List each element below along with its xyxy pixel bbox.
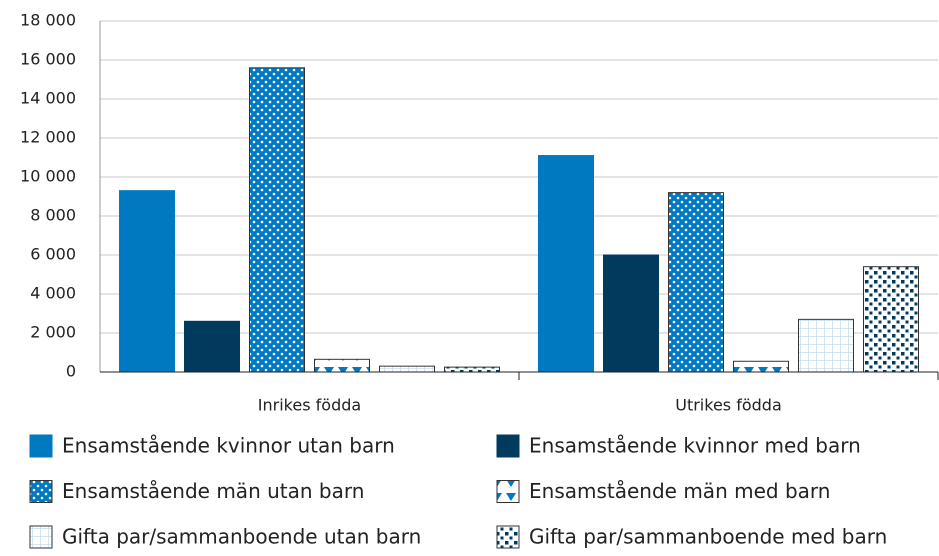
bar [733, 360, 789, 373]
y-tick-label: 18 000 [20, 11, 76, 30]
legend-label: Gifta par/sammanboende utan barn [62, 525, 421, 549]
legend-swatch [496, 525, 520, 549]
y-tick-label: 6 000 [30, 245, 76, 264]
x-tick-label: Utrikes födda [675, 396, 782, 415]
legend-swatch [29, 480, 53, 503]
bar [863, 266, 919, 373]
y-tick-label: 4 000 [30, 284, 76, 303]
legend-label: Ensamstående män utan barn [62, 479, 364, 503]
bar [184, 320, 240, 373]
bar [668, 192, 724, 373]
bar [119, 190, 175, 373]
bar [603, 254, 659, 373]
y-tick-label: 14 000 [20, 89, 76, 108]
legend-swatch [29, 434, 53, 458]
bar [314, 358, 370, 373]
legend-swatch [496, 434, 520, 458]
y-tick-label: 8 000 [30, 206, 76, 225]
bar [379, 365, 435, 373]
bar [444, 366, 500, 373]
bar [249, 67, 305, 373]
y-tick-label: 2 000 [30, 323, 76, 342]
y-tick-label: 0 [66, 362, 76, 381]
y-tick-label: 16 000 [20, 50, 76, 69]
bar [798, 318, 854, 373]
legend-swatch [29, 525, 53, 549]
legend-label: Ensamstående män med barn [529, 479, 830, 503]
y-tick-label: 12 000 [20, 128, 76, 147]
legend-label: Ensamstående kvinnor utan barn [62, 434, 395, 458]
y-tick-label: 10 000 [20, 167, 76, 186]
legend-label: Ensamstående kvinnor med barn [529, 434, 861, 458]
legend-label: Gifta par/sammanboende med barn [529, 525, 887, 549]
legend-swatch [496, 480, 520, 503]
x-tick-label: Inrikes födda [258, 396, 361, 415]
bar [538, 155, 594, 373]
